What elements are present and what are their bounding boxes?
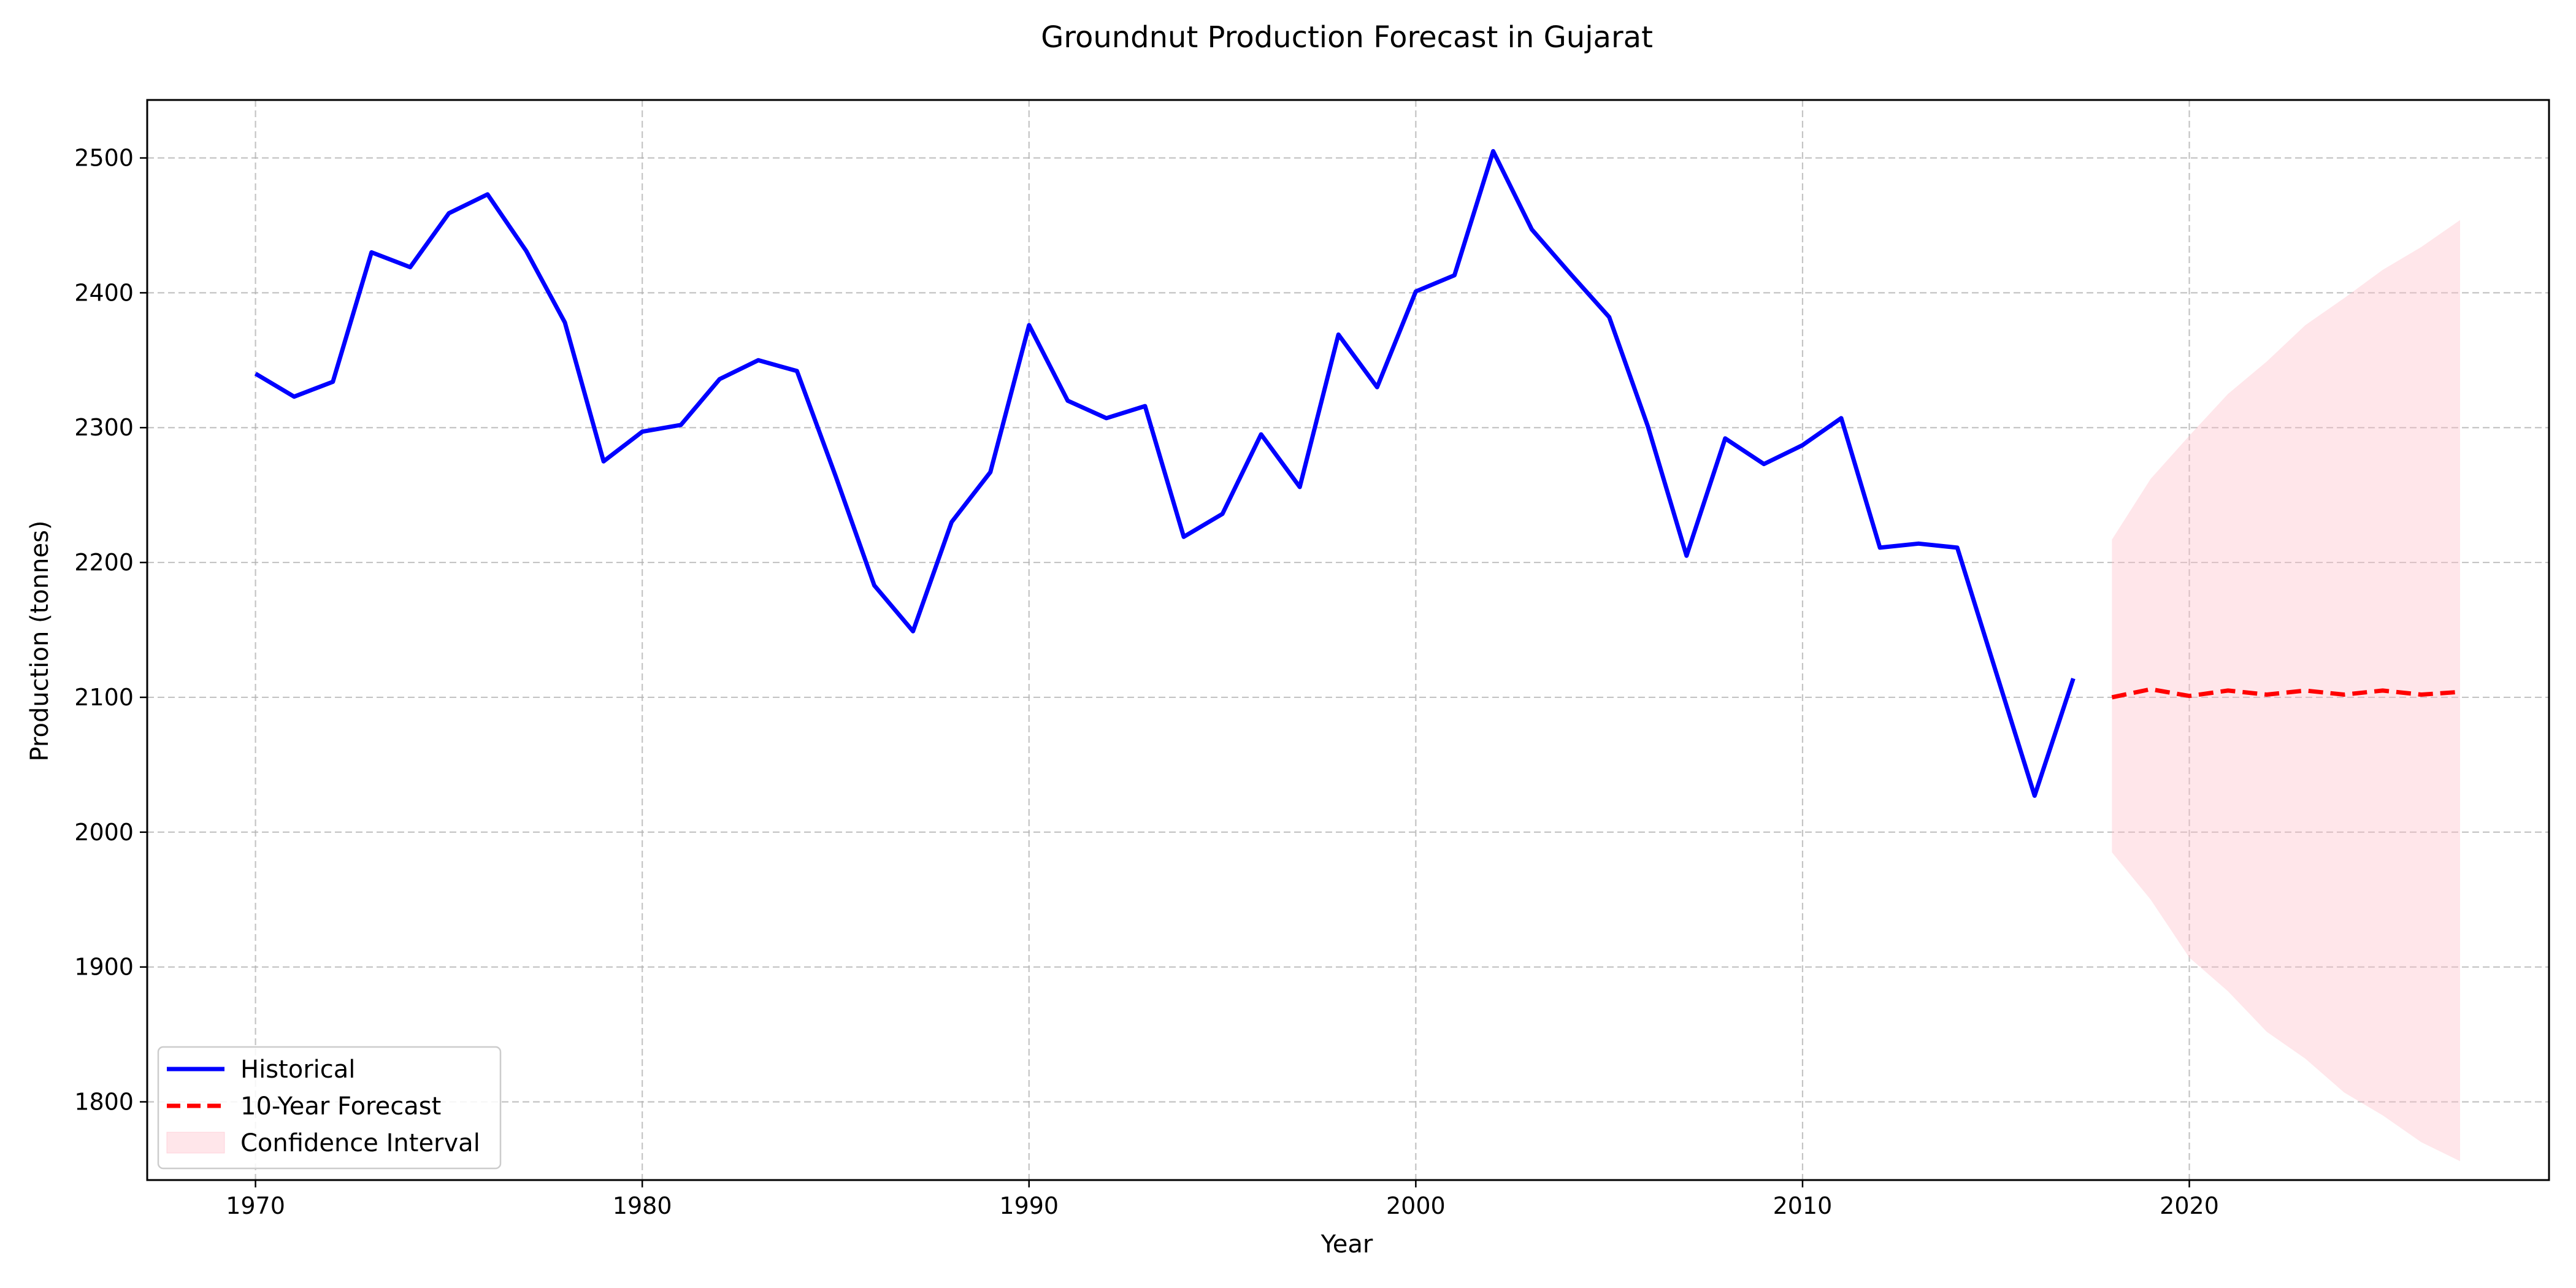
- legend: Historical 10-Year Forecast Confidence I…: [157, 1046, 502, 1170]
- y-tick-label: 2300: [74, 414, 134, 441]
- legend-historical-label: Historical: [240, 1056, 355, 1084]
- x-tick-label: 1980: [613, 1192, 672, 1219]
- y-tick-label: 2500: [74, 145, 134, 172]
- x-tick-label: 1990: [999, 1192, 1059, 1219]
- y-tick-label: 2200: [74, 549, 134, 576]
- y-tick-label: 2100: [74, 684, 134, 711]
- series-lines: [254, 149, 2461, 798]
- x-tick-label: 2010: [1773, 1192, 1833, 1219]
- legend-ci-label: Confidence Interval: [240, 1129, 480, 1157]
- x-tick-label: 2000: [1386, 1192, 1446, 1219]
- chart-title: Groundnut Production Forecast in Gujarat: [1041, 20, 1653, 55]
- y-tick-label: 2000: [74, 819, 134, 846]
- series-line-10-year-forecast: [2111, 687, 2461, 700]
- x-tick-label: 2020: [2160, 1192, 2219, 1219]
- series-line-historical: [254, 149, 2076, 798]
- x-tick-label: 1970: [226, 1192, 285, 1219]
- legend-ci-swatch: [166, 1132, 225, 1154]
- y-tick-label: 2400: [74, 279, 134, 306]
- y-axis-label: Production (tonnes): [26, 520, 54, 761]
- ticks: 1970 1980 1990 2000 2010 2020 1800 1900 2000 2100…: [74, 145, 2219, 1219]
- x-axis-label: Year: [1321, 1230, 1373, 1259]
- legend-forecast-label: 10-Year Forecast: [240, 1092, 441, 1121]
- y-tick-label: 1900: [74, 954, 134, 981]
- plot-frame: [146, 99, 2550, 1181]
- y-tick-label: 1800: [74, 1088, 134, 1115]
- legend-box: [157, 1046, 502, 1170]
- confidence-band: [2112, 220, 2460, 1162]
- confidence-band-group: [2112, 220, 2460, 1162]
